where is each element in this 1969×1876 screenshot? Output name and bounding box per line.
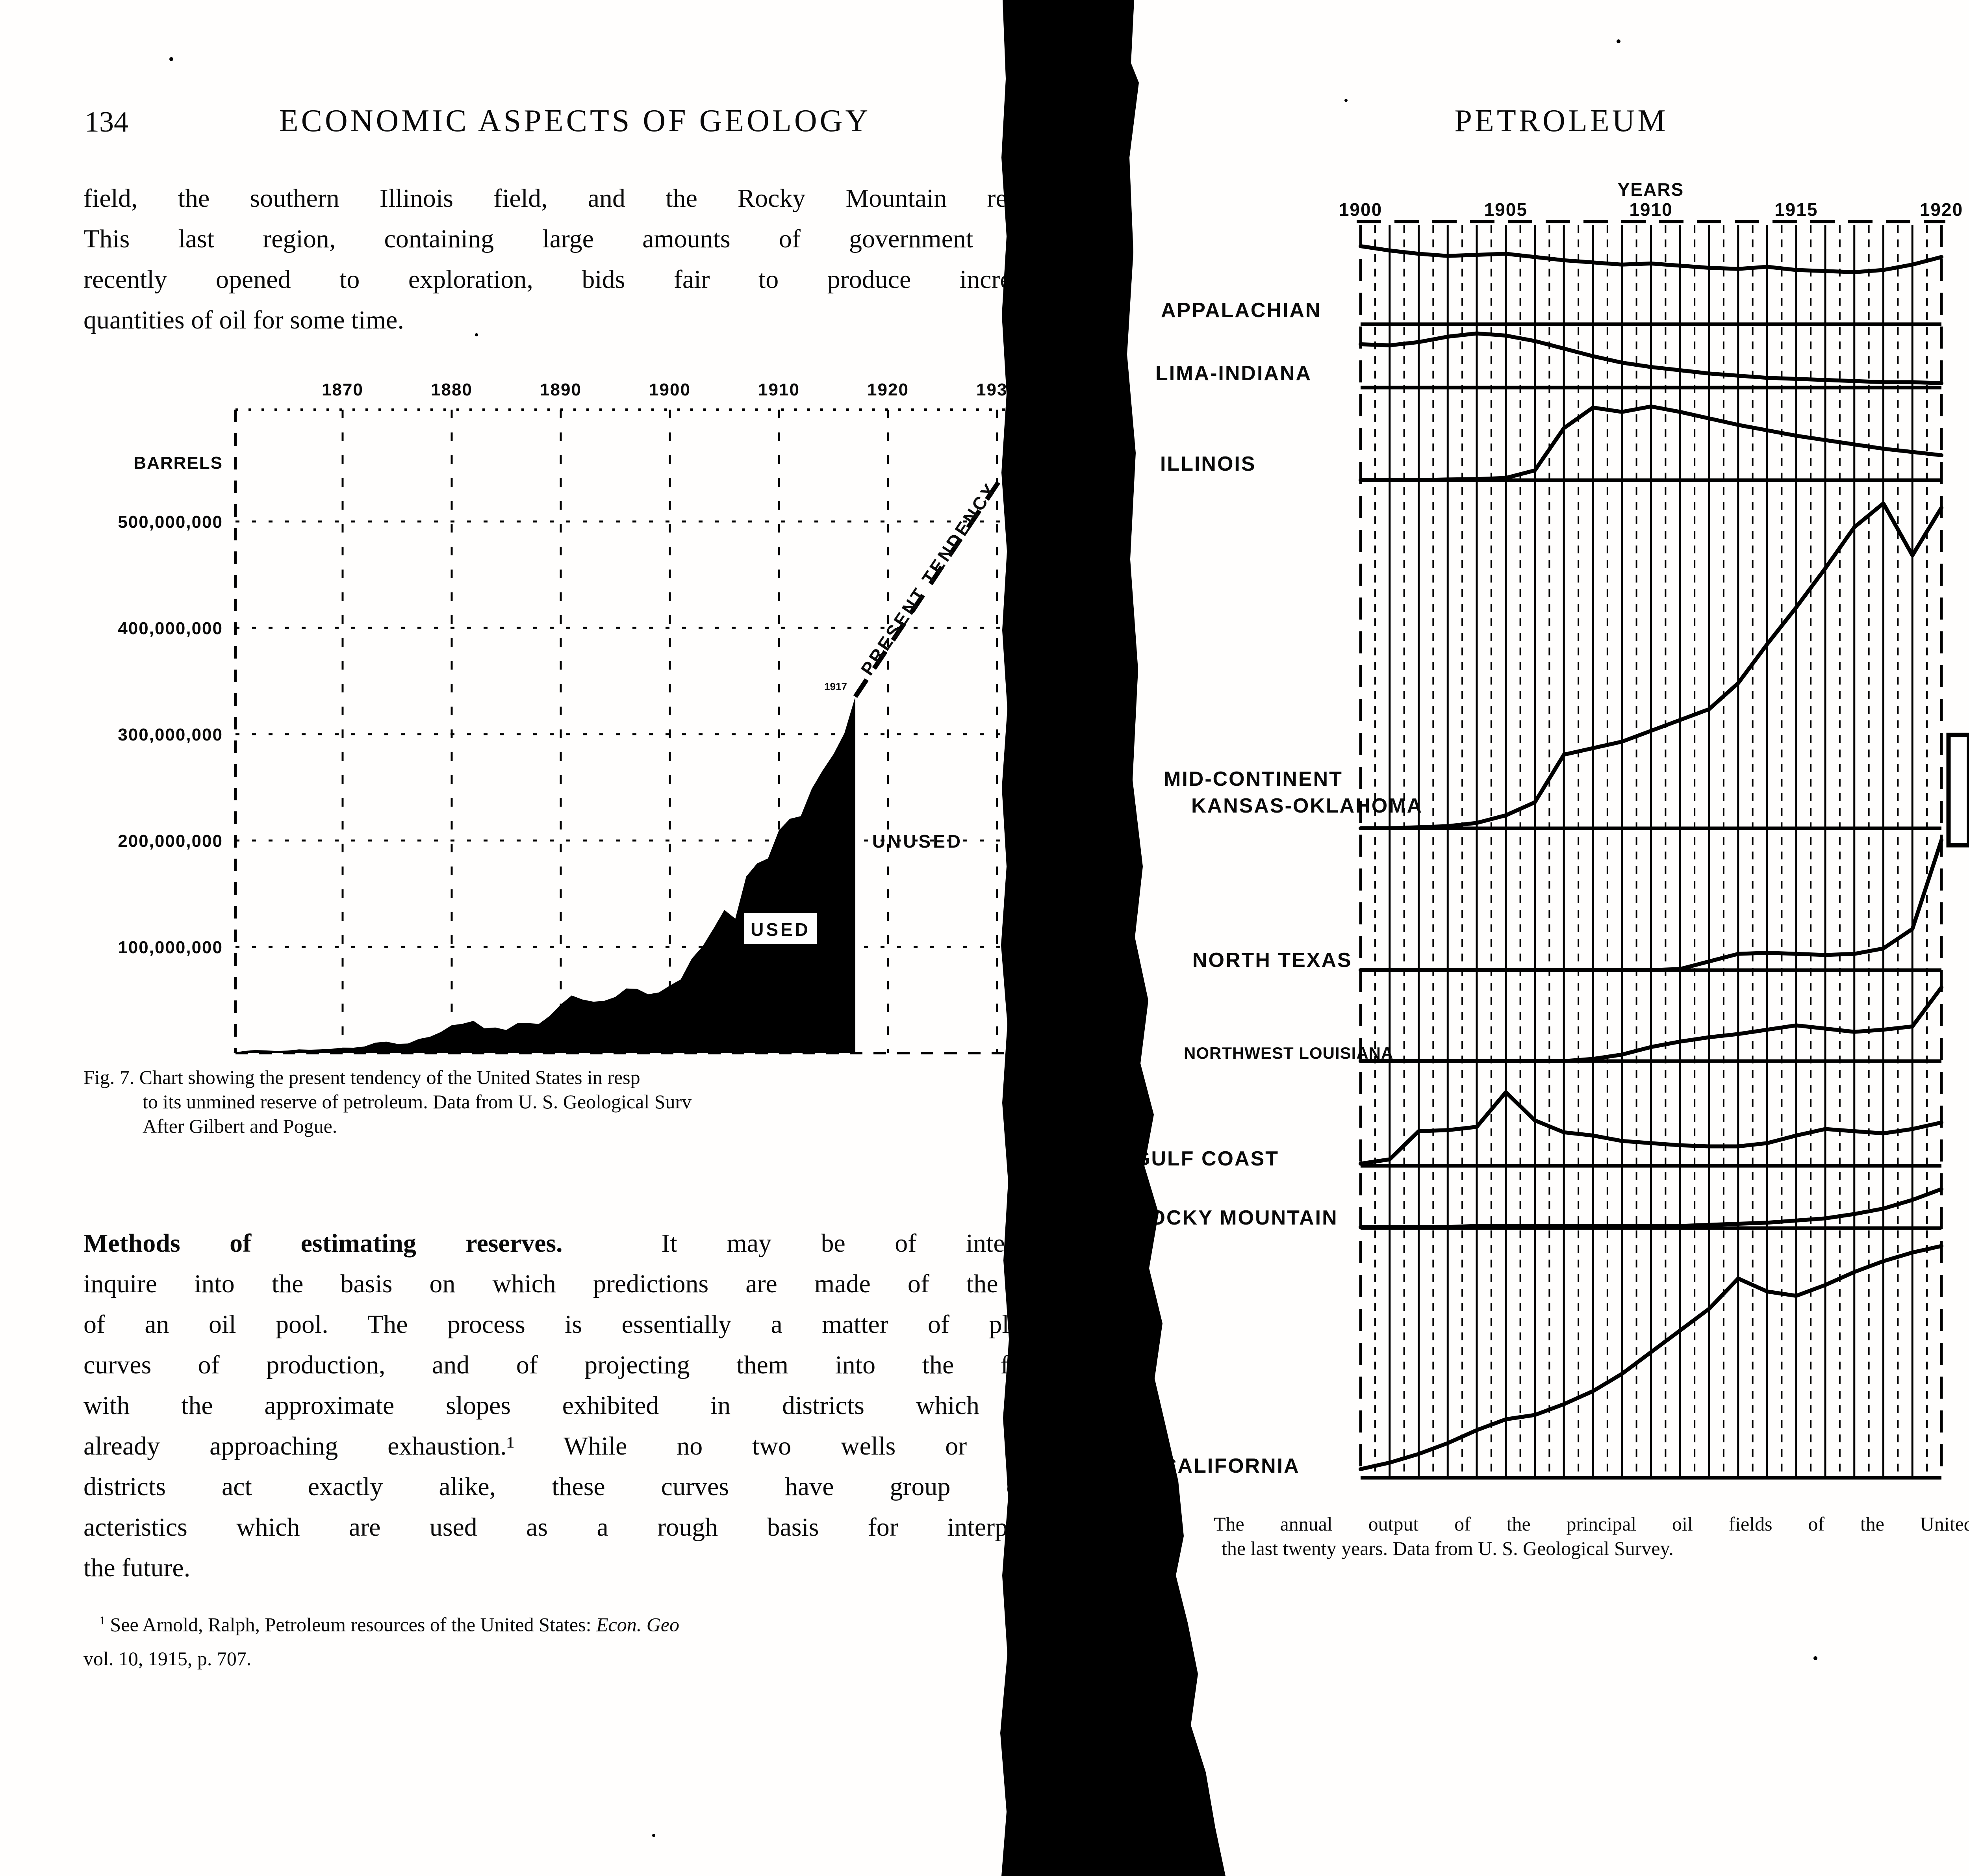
fig8-field-label: LIMA-INDIANA [1155, 362, 1312, 385]
fig8-curve-lima-indiana [1359, 331, 1943, 385]
methods-paragraph: Methods of estimating reserves. It may b… [83, 1223, 1042, 1588]
text-line: field, the southern Illinois field, and … [83, 184, 1040, 213]
footnote-journal: Econ. Geo [596, 1613, 680, 1636]
scan-speck [169, 57, 173, 61]
fig8-curve-gulf-coast [1359, 1090, 1943, 1166]
text-line: quantities of oil for some time. [83, 306, 404, 334]
caption-line: to its unmined reserve of petroleum. Dat… [143, 1091, 692, 1113]
fig7-peak-year-label: 1917 [824, 681, 847, 692]
scan-speck [652, 1834, 655, 1837]
scan-speck [1617, 39, 1620, 43]
figure8-caption: The annual output of the principal oil f… [1214, 1512, 1969, 1561]
fig8-curve-illinois [1359, 405, 1943, 482]
fig8-field-label: NORTH TEXAS [1192, 949, 1352, 972]
fig7-xtick-label: 1870 [322, 380, 363, 399]
fig7-tendency-label: PRESENT TENDENCY [857, 478, 1001, 679]
text-line: recently opened to exploration, bids fai… [83, 265, 1040, 294]
caption-line: The annual output of the principal oil f… [1214, 1513, 1969, 1535]
fig7-ylabel: BARRELS [133, 453, 223, 473]
caption-line: Fig. 7. Chart showing the present tenden… [83, 1066, 640, 1088]
fig7-xtick-label: 1900 [649, 380, 691, 399]
caption-line: the last twenty years. Data from U. S. G… [1222, 1537, 1674, 1559]
heading-line-rest: It may be of interest [661, 1229, 1042, 1258]
fig8-field-label: CALIFORNIA [1162, 1455, 1300, 1477]
text-line: inquire into the basis on which predicti… [83, 1269, 1042, 1298]
caption-line: After Gilbert and Pogue. [143, 1115, 337, 1137]
fig7-used-label-box [744, 913, 817, 944]
scan-speck [1344, 99, 1348, 102]
fig8-field-label: ILLINOIS [1160, 453, 1256, 475]
fig8-year-label: 1900 [1339, 199, 1382, 220]
fig8-year-label: 1905 [1484, 199, 1528, 220]
fig7-ytick-label: 300,000,000 [118, 725, 223, 744]
fig7-xtick-label: 1880 [431, 380, 473, 399]
fig8-curve-rocky-mountain [1359, 1187, 1943, 1229]
fig7-xtick-label: 1910 [758, 380, 800, 399]
text-line: acteristics which are used as a rough ba… [83, 1513, 1042, 1542]
scan-speck [1813, 1656, 1817, 1660]
footnote-marker: 1 [99, 1614, 105, 1627]
footnote-line: 1 See Arnold, Ralph, Petroleum resources… [83, 1604, 1046, 1642]
fig7-used-label: USED [751, 919, 810, 940]
fig8-field-label: MID-CONTINENT [1164, 768, 1343, 790]
fig7-xtick-label: 1890 [540, 380, 582, 399]
fig7-unused-label: UNUSED [872, 831, 963, 852]
fig8-curve-north-texas [1359, 838, 1943, 972]
fig7-tendency-line [853, 401, 1054, 698]
figure7-chart: 1870 1880 1890 1900 1910 1920 1930 500,000,000 4… [118, 380, 1054, 1054]
fig8-year-label: 1910 [1629, 199, 1672, 220]
fig7-ytick-label: 500,000,000 [118, 512, 223, 532]
right-running-head: PETROLEUM [1454, 104, 1669, 138]
left-page-number: 134 [85, 106, 128, 138]
text-line: already approaching exhaustion.¹ While n… [83, 1432, 1042, 1460]
fig8-x-title: YEARS [1618, 179, 1684, 200]
fig7-ytick-label: 100,000,000 [118, 938, 223, 957]
left-running-head: ECONOMIC ASPECTS OF GEOLOGY [279, 104, 871, 138]
fig8-year-label: 1920 [1920, 199, 1963, 220]
text-line: districts act exactly alike, these curve… [83, 1472, 1042, 1501]
fig8-legend-bar [1946, 733, 1969, 848]
figure8-chart: YEARS19001905191019151920THIS LENGTH= 50… [1339, 179, 1969, 1480]
methods-heading-line: Methods of estimating reserves. It may b… [83, 1223, 1042, 1264]
footnote-line: vol. 10, 1915, p. 707. [83, 1647, 252, 1670]
fig7-used-area [234, 696, 855, 1053]
fig7-xtick-label: 1920 [867, 380, 909, 399]
fig7-ytick-label: 400,000,000 [118, 619, 223, 638]
fig8-field-label: GULF COAST [1134, 1147, 1279, 1170]
text-line: curves of production, and of projecting … [83, 1351, 1042, 1379]
footnote-text: See Arnold, Ralph, Petroleum resources o… [105, 1613, 596, 1636]
fig7-xtick-label: 1930 [976, 380, 1018, 399]
fig8-field-label: ROCKY MOUNTAIN [1133, 1206, 1338, 1229]
fig8-curve-california [1359, 1244, 1943, 1471]
text-line: with the approximate slopes exhibited in… [83, 1391, 1042, 1420]
text-line: of an oil pool. The process is essential… [83, 1310, 1042, 1339]
figure8-plot: YEARS19001905191019151920THIS LENGTH= 50… [1339, 179, 1969, 1480]
fig7-ytick-label: 200,000,000 [118, 831, 223, 851]
intro-paragraph: field, the southern Illinois field, and … [83, 178, 1040, 340]
section-heading: Methods of estimating reserves. [83, 1229, 563, 1258]
fig8-year-label: 1915 [1774, 199, 1818, 220]
text-line: the future. [83, 1553, 191, 1582]
methods-body-lines: inquire into the basis on which predicti… [83, 1264, 1042, 1588]
footnote: 1 See Arnold, Ralph, Petroleum resources… [83, 1604, 1046, 1676]
fig8-curve-appalachian [1359, 244, 1943, 274]
text-line: This last region, containing large amoun… [83, 225, 1040, 253]
fig8-curve-mid-continent-kansas-oklahoma [1359, 501, 1943, 830]
figure7-caption: Fig. 7. Chart showing the present tenden… [83, 1065, 1048, 1138]
fig8-field-label: APPALACHIAN [1161, 299, 1322, 322]
fig8-curve-northwest-louisiana [1359, 985, 1943, 1063]
figure7-plot: 1870 1880 1890 1900 1910 1920 1930 500,000,000 4… [118, 380, 1054, 1054]
